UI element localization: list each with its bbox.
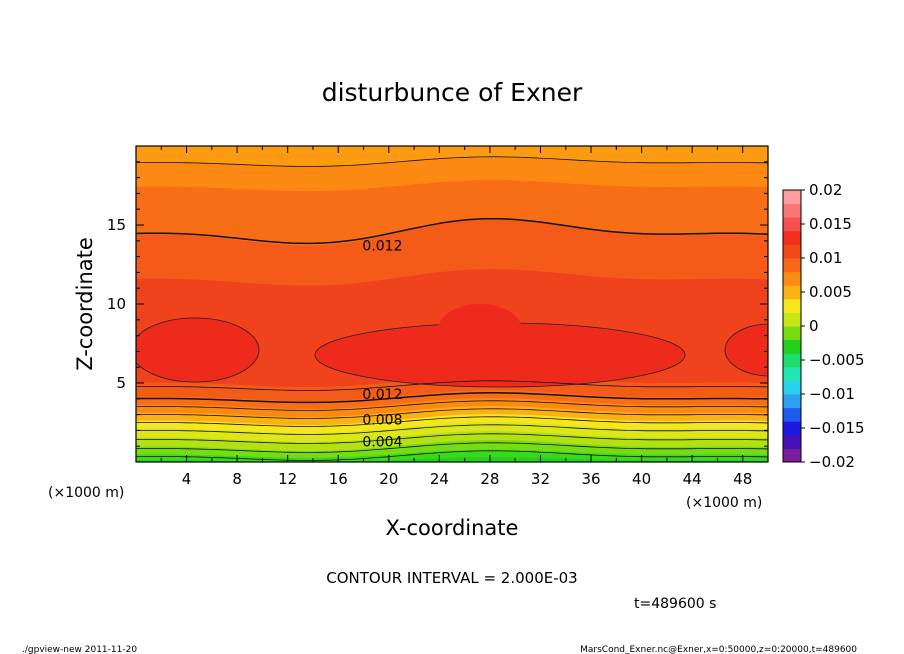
colorbar-swatch <box>783 312 801 327</box>
x-unit-label-left: (×1000 m) <box>48 485 124 501</box>
colorbar-tick-label: −0.005 <box>809 351 865 369</box>
footer-left: ./gpview-new 2011-11-20 <box>22 645 137 654</box>
colorbar-swatch <box>783 258 801 273</box>
colorbar-swatch <box>783 394 801 409</box>
contour-line <box>136 400 768 411</box>
contour-line <box>136 450 768 461</box>
x-tick-label: 28 <box>480 470 499 488</box>
x-tick-label: 36 <box>581 470 600 488</box>
colorbar-swatch <box>783 298 801 313</box>
contour-label: 0.008 <box>362 412 402 428</box>
x-tick-label: 16 <box>329 470 348 488</box>
colorbar-swatch <box>783 285 801 300</box>
contour-label: 0.012 <box>362 239 402 255</box>
colorbar-swatch <box>783 380 801 395</box>
x-tick-label: 32 <box>531 470 550 488</box>
colorbar-swatch <box>783 230 801 245</box>
contour-line <box>136 408 768 419</box>
x-axis-label: X-coordinate <box>386 516 519 540</box>
x-tick-label: 8 <box>232 470 242 488</box>
contour-line <box>136 156 768 167</box>
contour-label: 0.012 <box>362 387 402 403</box>
contour-line <box>136 217 768 245</box>
colorbar-tick-label: 0.01 <box>809 249 842 267</box>
colorbar-swatch <box>783 244 801 259</box>
colorbar-swatch <box>783 271 801 286</box>
y-tick-label: 10 <box>107 295 126 313</box>
colorbar-tick-label: 0.015 <box>809 215 852 233</box>
contour-core <box>724 323 768 377</box>
colorbar-swatch <box>783 190 801 205</box>
colorbar-tick-label: 0.005 <box>809 283 852 301</box>
x-tick-label: 24 <box>430 470 449 488</box>
colorbar-tick-label: 0.02 <box>809 181 842 199</box>
contour-label: 0.004 <box>362 434 402 450</box>
x-tick-label: 4 <box>182 470 192 488</box>
x-tick-label: 48 <box>733 470 752 488</box>
contour-line <box>136 416 768 427</box>
contour-fills <box>136 146 768 462</box>
contour-labels: 0.012 0.012 0.008 0.004 <box>362 239 402 451</box>
colorbar-swatch <box>783 421 801 436</box>
time-text: t=489600 s <box>634 596 716 612</box>
x-tick-label: 12 <box>278 470 297 488</box>
contour-band <box>136 457 768 462</box>
colorbar-swatch <box>783 217 801 232</box>
contour-core <box>438 304 522 356</box>
contour-line <box>136 380 768 391</box>
colorbar-swatch <box>783 203 801 218</box>
contour-lines <box>136 156 768 461</box>
colorbar-swatch <box>783 353 801 368</box>
colorbar-tick-label: −0.015 <box>809 419 865 437</box>
x-tick-label: 40 <box>632 470 651 488</box>
contour-line <box>136 442 768 453</box>
x-unit-label-right: (×1000 m) <box>686 495 762 511</box>
footer-right: MarsCond_Exner.nc@Exner,x=0:50000,z=0:20… <box>580 645 857 654</box>
colorbar-swatch <box>783 339 801 354</box>
y-tick-label: 15 <box>107 216 126 234</box>
colorbar-tick-label: −0.01 <box>809 385 855 403</box>
colorbar-tick-label: −0.02 <box>809 453 855 471</box>
colorbar-swatch <box>783 448 801 463</box>
contour-interval-text: CONTOUR INTERVAL = 2.000E-03 <box>326 569 577 587</box>
contour-band <box>136 449 768 462</box>
chart-title: disturbunce of Exner <box>322 78 583 107</box>
colorbar-swatch <box>783 326 801 341</box>
x-tick-label: 20 <box>379 470 398 488</box>
contour-line <box>136 424 768 435</box>
y-axis-label: Z-coordinate <box>73 237 97 371</box>
colorbar-swatch <box>783 407 801 422</box>
x-tick-label: 44 <box>683 470 702 488</box>
contour-core <box>136 317 260 383</box>
colorbar-swatch <box>783 434 801 449</box>
contour-line <box>136 433 768 444</box>
contour-line <box>136 392 768 404</box>
colorbar-swatch <box>783 366 801 381</box>
y-tick-label: 5 <box>116 374 126 392</box>
colorbar-tick-label: 0 <box>809 317 819 335</box>
colorbar: 0.02 0.015 0.01 0.005 0 −0.005 −0.01 −0.015 −0.0… <box>782 181 865 471</box>
